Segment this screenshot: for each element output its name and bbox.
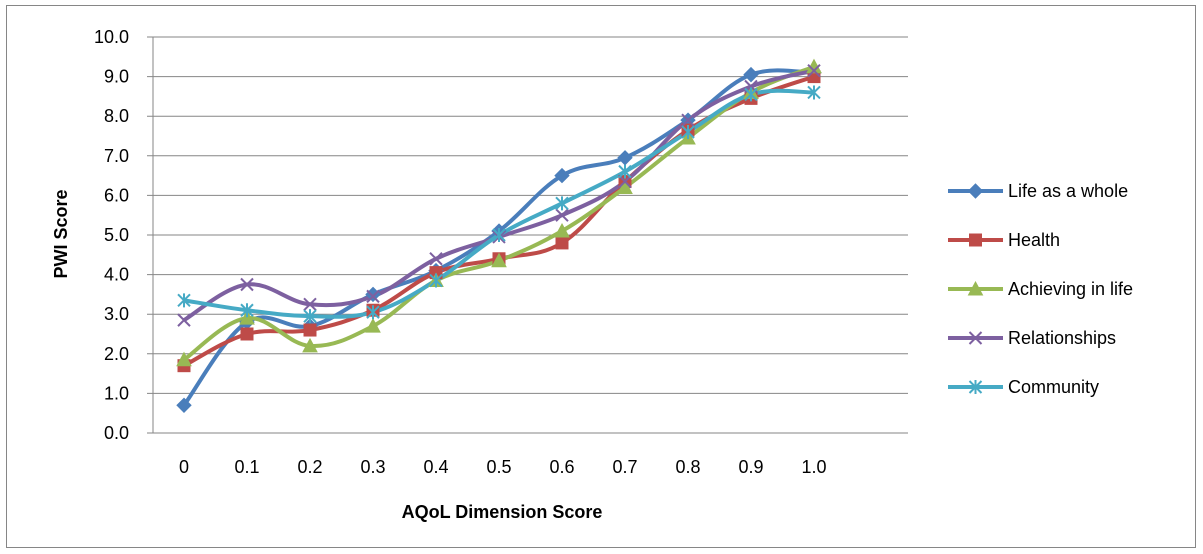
- x-tick-label: 0.1: [234, 457, 259, 477]
- x-tick-label: 0.2: [297, 457, 322, 477]
- data-point: [681, 113, 695, 127]
- data-point: [240, 303, 254, 318]
- data-point: [617, 179, 633, 194]
- legend-marker: [967, 280, 984, 296]
- data-point: [429, 252, 443, 266]
- data-point: [240, 277, 254, 292]
- y-tick-label: 8.0: [104, 106, 129, 126]
- legend-item: Life as a whole: [948, 181, 1128, 201]
- legend-item: Health: [948, 230, 1060, 250]
- data-point: [555, 236, 569, 250]
- data-point: [617, 150, 633, 166]
- legend: Life as a whole Health Achieving in life Re…: [948, 181, 1133, 397]
- legend-marker: [969, 233, 982, 247]
- y-tick-label: 9.0: [104, 67, 129, 87]
- x-tick-label: 1.0: [801, 457, 826, 477]
- data-point: [807, 63, 821, 78]
- data-point: [176, 397, 192, 413]
- legend-item: Relationships: [948, 328, 1116, 348]
- data-point: [491, 252, 507, 268]
- legend-label: Achieving in life: [1008, 279, 1133, 299]
- data-point: [240, 327, 254, 341]
- data-point: [555, 196, 569, 211]
- data-point: [302, 337, 318, 353]
- legend-item: Achieving in life: [948, 279, 1133, 299]
- y-tick-label: 2.0: [104, 344, 129, 364]
- y-tick-label: 5.0: [104, 225, 129, 245]
- data-point: [744, 87, 758, 102]
- x-axis-title: AQoL Dimension Score: [402, 502, 603, 522]
- data-point: [303, 309, 317, 324]
- y-tick-labels: 0.0 1.0 2.0 3.0 4.0 5.0 6.0 7.0 8.0 9.0 10.0: [94, 27, 129, 443]
- x-tick-label: 0: [179, 457, 189, 477]
- legend-label: Relationships: [1008, 328, 1116, 348]
- data-point: [303, 297, 317, 312]
- data-point: [618, 164, 632, 179]
- series-line: [183, 88, 815, 319]
- y-tick-label: 1.0: [104, 383, 129, 403]
- legend-label: Life as a whole: [1008, 181, 1128, 201]
- data-point: [554, 222, 570, 238]
- y-axis-title: PWI Score: [51, 189, 71, 278]
- gridlines: [147, 36, 908, 434]
- x-tick-label: 0.5: [486, 457, 511, 477]
- data-point: [807, 85, 821, 100]
- data-point: [618, 174, 632, 189]
- data-point: [554, 167, 570, 184]
- legend-marker: [968, 380, 983, 394]
- y-tick-label: 3.0: [104, 304, 129, 324]
- legend-label: Community: [1008, 377, 1099, 397]
- data-point: [303, 323, 317, 337]
- series-group: [176, 58, 822, 413]
- data-point: [366, 305, 380, 320]
- x-tick-labels: 0 0.1 0.2 0.3 0.4 0.5 0.6 0.7 0.8 0.9 1.0: [179, 457, 827, 477]
- legend-marker: [967, 183, 984, 199]
- x-tick-label: 0.3: [360, 457, 385, 477]
- y-tick-label: 10.0: [94, 27, 129, 47]
- x-tick-label: 0.7: [612, 457, 637, 477]
- data-point: [743, 66, 759, 83]
- legend-marker: [968, 331, 983, 345]
- data-point: [177, 293, 191, 308]
- data-point: [429, 273, 443, 288]
- x-tick-label: 0.4: [423, 457, 448, 477]
- y-tick-label: 7.0: [104, 146, 129, 166]
- chart-frame: [6, 5, 1196, 548]
- x-tick-label: 0.9: [738, 457, 763, 477]
- data-point: [239, 310, 255, 325]
- legend-item: Community: [948, 377, 1099, 397]
- data-point: [176, 351, 192, 367]
- data-point: [366, 289, 380, 304]
- data-point: [555, 208, 569, 222]
- x-tick-label: 0.8: [675, 457, 700, 477]
- x-tick-label: 0.6: [549, 457, 574, 477]
- data-point: [681, 125, 695, 140]
- data-point: [365, 318, 381, 333]
- legend-label: Health: [1008, 230, 1060, 250]
- y-tick-label: 0.0: [104, 423, 129, 443]
- y-tick-label: 6.0: [104, 185, 129, 205]
- y-tick-label: 4.0: [104, 265, 129, 285]
- data-point: [492, 228, 506, 242]
- data-point: [177, 313, 191, 327]
